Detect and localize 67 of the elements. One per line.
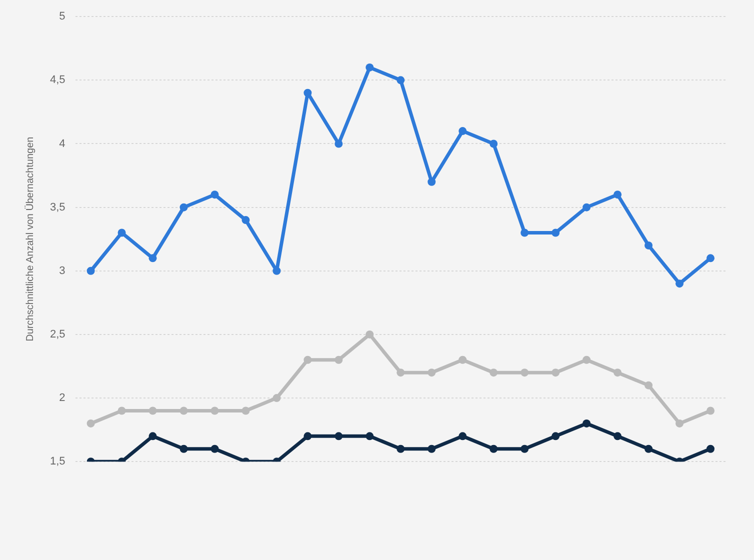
y-tick-label: 2 — [59, 392, 66, 404]
point — [582, 356, 591, 364]
y-tick-label: 3,5 — [50, 201, 66, 214]
point — [582, 419, 591, 428]
point — [334, 140, 343, 148]
point — [644, 444, 653, 453]
point — [458, 432, 467, 440]
point — [366, 330, 374, 338]
point — [428, 368, 436, 377]
y-tick-label: 3 — [59, 264, 66, 277]
point — [242, 406, 250, 415]
point — [396, 76, 405, 84]
y-axis-title: Durchschnittliche Anzahl von Übernachtungen — [24, 136, 36, 342]
y-tick-label: 4 — [59, 138, 66, 150]
y-tick-label: 4,5 — [50, 74, 66, 86]
point — [180, 406, 188, 415]
point — [118, 228, 126, 237]
point — [272, 394, 281, 402]
point — [614, 432, 622, 440]
point — [552, 432, 560, 440]
point — [490, 444, 498, 453]
point — [428, 444, 436, 453]
point — [180, 203, 188, 212]
point — [520, 444, 529, 453]
point — [242, 216, 250, 224]
point — [304, 88, 312, 97]
point — [334, 356, 343, 364]
point — [706, 254, 715, 262]
point — [676, 419, 684, 428]
point — [490, 368, 498, 377]
point — [118, 406, 126, 415]
point — [644, 241, 653, 250]
point — [582, 203, 591, 212]
point — [644, 381, 653, 390]
point — [334, 432, 343, 440]
point — [210, 444, 219, 453]
point — [428, 178, 436, 186]
point — [304, 356, 312, 364]
point — [180, 444, 188, 453]
point — [366, 63, 374, 72]
point — [86, 419, 95, 428]
point — [520, 228, 529, 237]
y-tick-label: 5 — [59, 10, 66, 23]
point — [148, 432, 157, 440]
point — [552, 228, 560, 237]
point — [396, 368, 405, 377]
point — [706, 444, 715, 453]
point — [520, 368, 529, 377]
point — [614, 190, 622, 199]
point — [148, 406, 157, 415]
y-tick-label: 2,5 — [50, 328, 66, 340]
point — [676, 280, 684, 288]
point — [272, 266, 281, 275]
y-tick-label: 1,5 — [50, 456, 66, 468]
point — [210, 406, 219, 415]
point — [86, 266, 95, 275]
point — [366, 432, 374, 440]
point — [210, 190, 219, 199]
point — [458, 127, 467, 136]
point — [396, 444, 405, 453]
point — [458, 356, 467, 364]
point — [614, 368, 622, 377]
point — [490, 140, 498, 148]
point — [304, 432, 312, 440]
point — [148, 254, 157, 262]
point — [552, 368, 560, 377]
point — [706, 406, 715, 415]
